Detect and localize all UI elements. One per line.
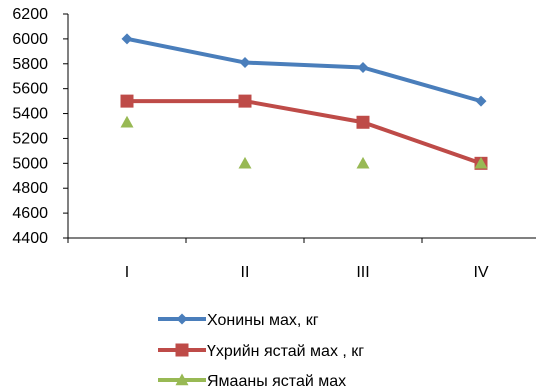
legend-item: Үхрийн ястай мах , кг: [158, 343, 364, 360]
data-point: [238, 156, 252, 169]
series-1: [121, 33, 487, 107]
legend-item: Хонины мах, кг: [158, 312, 319, 329]
data-point: [357, 62, 369, 74]
data-point: [238, 94, 252, 108]
y-tick-label: 6200: [12, 6, 48, 23]
series-layer: [120, 33, 488, 170]
data-point: [121, 33, 133, 45]
legend-label: Хонины мах, кг: [207, 312, 319, 329]
y-tick-label: 4800: [12, 180, 48, 197]
y-tick-label: 4600: [12, 205, 48, 222]
data-point: [356, 115, 370, 129]
legend-marker: [175, 373, 189, 386]
legend-marker: [176, 313, 188, 325]
legend: Хонины мах, кг Үхрийн ястай мах , кг Ямаан…: [158, 312, 364, 390]
legend-item: Ямааны ястай мах: [158, 373, 346, 390]
data-point: [120, 115, 134, 128]
y-tick-label: 4400: [12, 230, 48, 247]
data-point: [120, 94, 134, 108]
series-3: [120, 115, 488, 169]
data-point: [239, 57, 251, 69]
series-line: [126, 36, 482, 104]
y-tick-label: 5800: [12, 56, 48, 73]
y-tick-label: 5600: [12, 81, 48, 98]
y-tick-label: 5000: [12, 155, 48, 172]
series-line: [127, 99, 482, 166]
legend-marker: [175, 343, 189, 357]
x-tick-label: II: [241, 264, 250, 281]
data-point: [356, 156, 370, 169]
y-tick-label: 5400: [12, 106, 48, 123]
y-tick-label: 5200: [12, 130, 48, 147]
y-axis-ticks: 4400 4600 4800 5000 5200 5400 5600 5800 6000 6200: [12, 6, 68, 247]
series-2: [120, 94, 488, 170]
x-axis-ticks: I II III IV: [67, 238, 489, 281]
legend-label: Ямааны ястай мах: [207, 373, 346, 390]
x-tick-label: I: [125, 264, 129, 281]
y-tick-label: 6000: [12, 31, 48, 48]
x-tick-label: III: [356, 264, 369, 281]
data-point: [474, 156, 488, 169]
data-point: [475, 95, 487, 107]
legend-label: Үхрийн ястай мах , кг: [207, 343, 364, 360]
x-tick-label: IV: [473, 264, 488, 281]
